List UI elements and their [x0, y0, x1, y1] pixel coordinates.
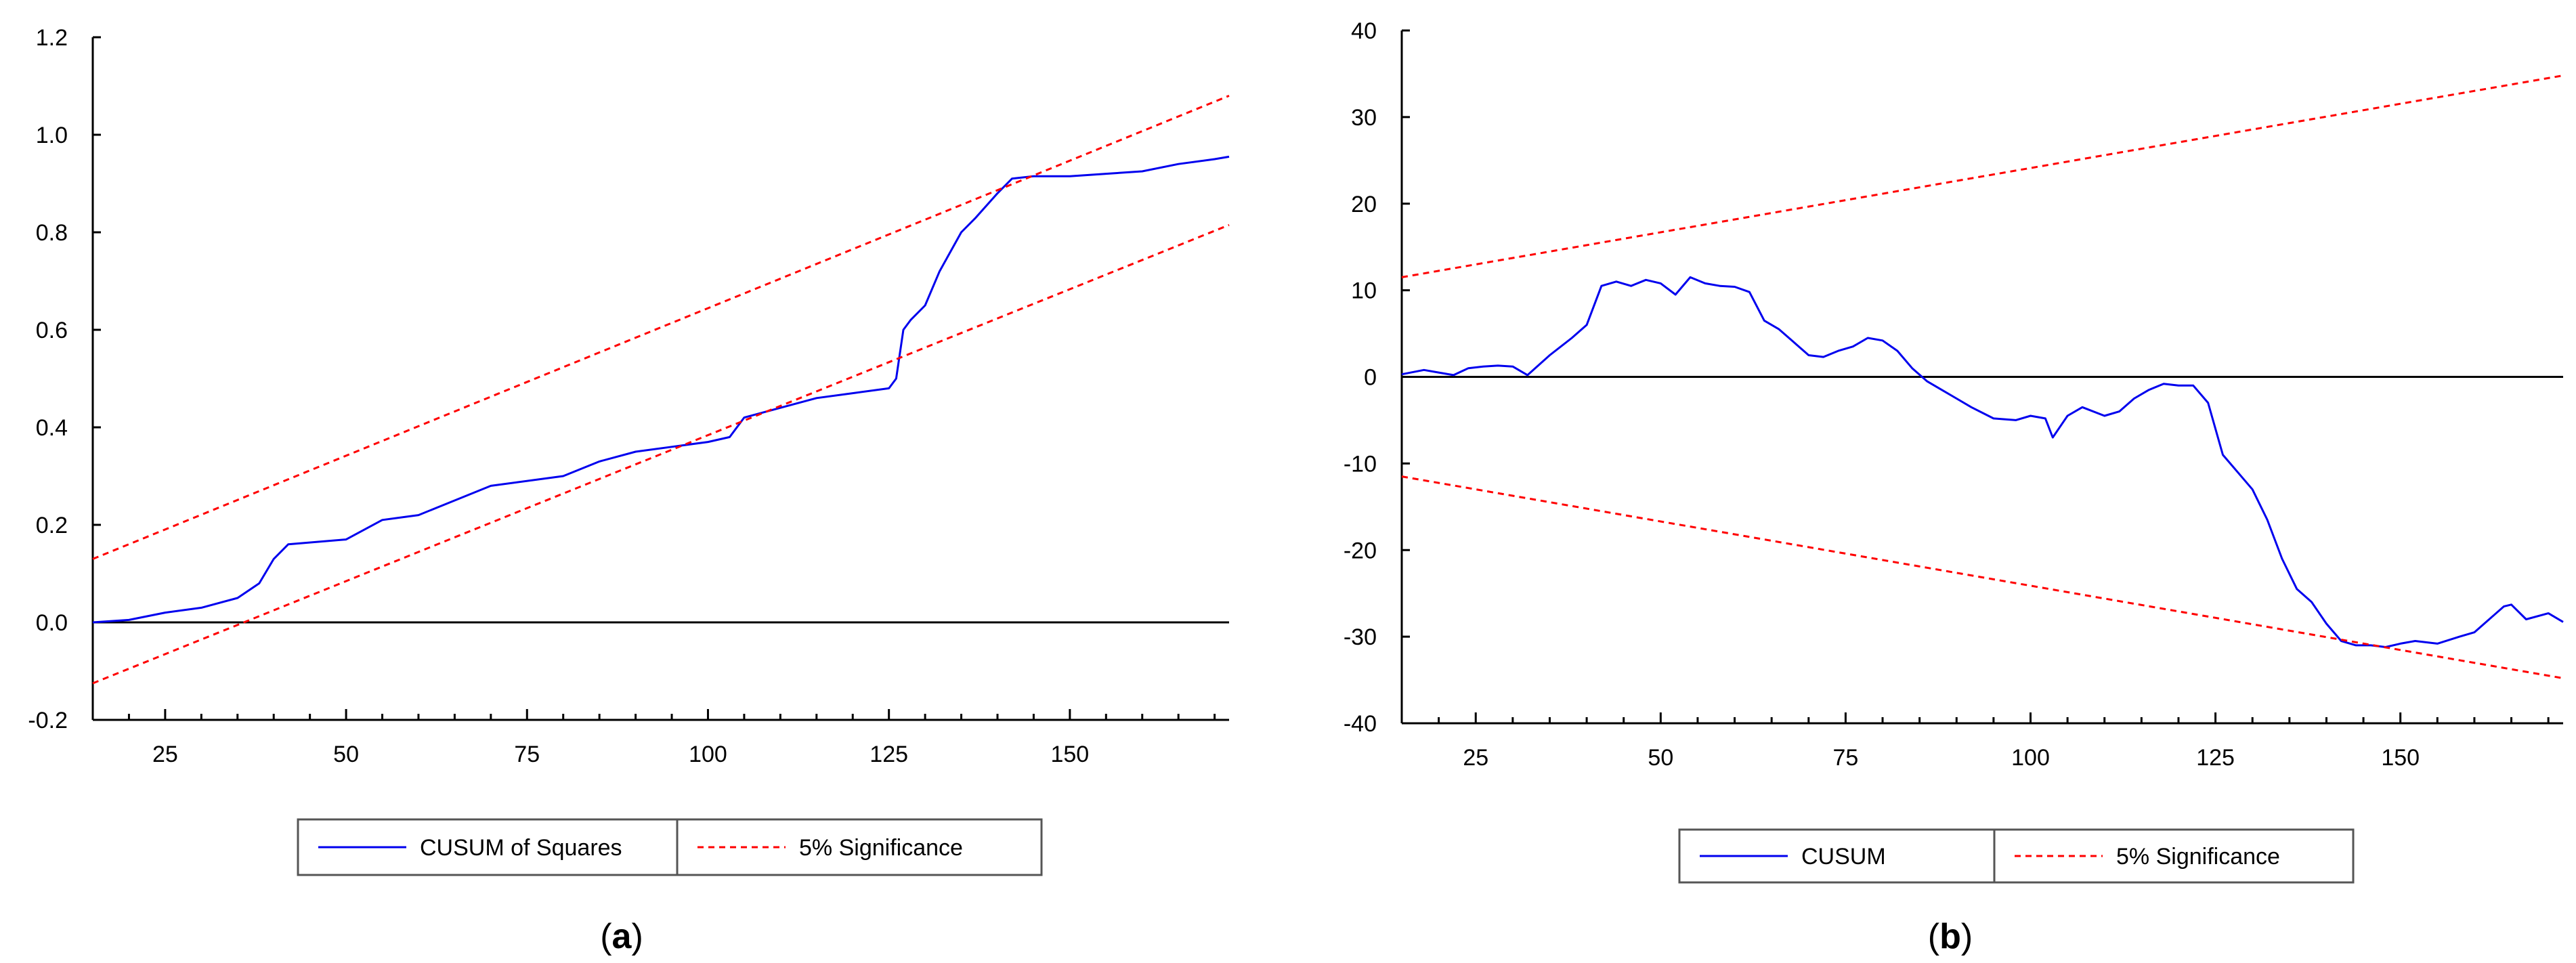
panel-b-y-tick-label: 0 [1364, 365, 1377, 391]
panel-a-y-tick-label: 0.8 [36, 220, 68, 246]
panel-b-legend-significance-label: 5% Significance [2116, 844, 2280, 870]
panel-a-y-tick-label: 1.2 [36, 25, 68, 51]
panel-b-x-tick-label: 125 [2196, 745, 2235, 771]
panel-b-y-tick-label: -10 [1344, 451, 1377, 477]
panel-b-y-tick-label: 10 [1351, 278, 1377, 304]
panel-a-legend-box [297, 818, 1043, 876]
panel-b-upper-significance-line [1401, 74, 2564, 278]
panel-a-caption: (a) [600, 917, 643, 956]
panel-b-series-line [1401, 276, 2564, 648]
panel-b-x-tick-label: 150 [2381, 745, 2420, 771]
panel-a-x-tick-label: 150 [1050, 742, 1089, 767]
panel-b-x-tick-label: 100 [2011, 745, 2050, 771]
panel-a-x-tick-label: 75 [514, 742, 540, 767]
panel-a-x-tick-label: 25 [152, 742, 178, 767]
panel-b-y-tick-label: 20 [1351, 192, 1377, 217]
panel-a-y-tick-label: 0.4 [36, 415, 68, 441]
panel-a-y-tick-label: -0.2 [28, 708, 68, 733]
panel-a-upper-significance-line [92, 95, 1230, 560]
panel-b-y-tick-label: 30 [1351, 105, 1377, 131]
panel-b-x-tick-label: 50 [1648, 745, 1673, 771]
panel-a-caption-letter: a [612, 917, 632, 956]
panel-a-x-tick-label: 125 [870, 742, 908, 767]
panel-b-y-tick-label: -30 [1344, 624, 1377, 650]
panel-a-y-tick-label: 0.0 [36, 610, 68, 636]
panel-a-legend-significance-label: 5% Significance [799, 835, 963, 861]
panel-b-chart: -40 -30 -20 -10 0 10 20 30 40 25 50 75 100 125 150 CUSU… [1344, 18, 2564, 956]
panel-b-x-tick-label: 75 [1833, 745, 1859, 771]
panel-b-legend-series-label: CUSUM [1801, 844, 1886, 870]
panel-a-series-line [92, 155, 1230, 624]
panel-a-y-tick-label: 0.6 [36, 318, 68, 343]
panel-b-caption: (b) [1928, 917, 1973, 956]
panel-b-y-tick-label: -40 [1344, 711, 1377, 737]
panel-b-y-tick-label: -20 [1344, 538, 1377, 563]
panel-b-lower-significance-line [1401, 475, 2564, 679]
panel-a-x-tick-label: 50 [333, 742, 359, 767]
panel-a-chart: -0.2 0.0 0.2 0.4 0.6 0.8 1.0 1.2 25 50 75 100 125 150… [28, 25, 1230, 956]
panel-a-x-tick-label: 100 [689, 742, 727, 767]
panel-a-lower-significance-line [92, 223, 1230, 685]
panel-b-y-tick-label: 40 [1351, 18, 1377, 44]
panel-b-caption-letter: b [1939, 917, 1961, 956]
panel-a-y-tick-label: 0.2 [36, 513, 68, 538]
panel-b-x-tick-label: 25 [1463, 745, 1488, 771]
panel-a-y-tick-label: 1.0 [36, 123, 68, 148]
panel-a-legend-series-label: CUSUM of Squares [420, 835, 622, 861]
